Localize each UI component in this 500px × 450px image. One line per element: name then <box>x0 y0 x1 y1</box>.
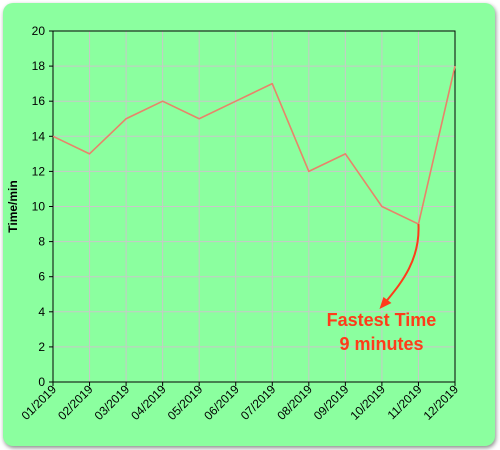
chart-frame: 0 2 4 6 8 10 12 14 16 18 20 01/2019 02/2019 03/2019 0… <box>3 3 495 446</box>
y-axis-label: Time/min <box>6 180 20 232</box>
x-tick-label-11: 12/2019 <box>421 382 462 423</box>
x-tick-label-5: 06/2019 <box>201 382 242 423</box>
x-tick-label-2: 03/2019 <box>92 382 133 423</box>
annotation-line-2: 9 minutes <box>339 334 423 354</box>
y-tick-label-3: 6 <box>38 270 45 284</box>
y-tick-label-4: 8 <box>38 235 45 249</box>
y-tick-label-10: 20 <box>32 24 46 38</box>
x-tick-label-3: 04/2019 <box>128 382 169 423</box>
y-tick-label-5: 10 <box>32 200 46 214</box>
y-tick-label-7: 14 <box>32 129 46 143</box>
y-tick-label-6: 12 <box>32 164 46 178</box>
y-tick-label-8: 16 <box>32 94 46 108</box>
y-tick-label-2: 4 <box>38 305 45 319</box>
x-tick-label-8: 09/2019 <box>311 382 352 423</box>
y-tick-label-1: 2 <box>38 340 45 354</box>
x-tick-label-9: 10/2019 <box>347 382 388 423</box>
line-chart: 0 2 4 6 8 10 12 14 16 18 20 01/201902/201903/20190… <box>6 24 462 423</box>
x-axis-ticks: 01/201902/201903/201904/201905/201906/20… <box>19 382 462 423</box>
series-line-0 <box>52 65 456 225</box>
x-tick-label-7: 08/2019 <box>274 382 315 423</box>
x-tick-label-10: 11/2019 <box>385 382 425 422</box>
x-tick-label-4: 05/2019 <box>165 382 206 423</box>
annotation-arrowhead <box>379 297 392 310</box>
y-tick-label-9: 18 <box>32 59 46 73</box>
x-tick-label-1: 02/2019 <box>55 382 96 423</box>
x-tick-label-6: 07/2019 <box>238 382 279 423</box>
y-tick-label-0: 0 <box>38 375 45 389</box>
annotation: Fastest Time 9 minutes <box>327 224 437 354</box>
y-axis-ticks: 0 2 4 6 8 10 12 14 16 18 20 <box>32 24 53 389</box>
annotation-line-1: Fastest Time <box>327 310 437 330</box>
